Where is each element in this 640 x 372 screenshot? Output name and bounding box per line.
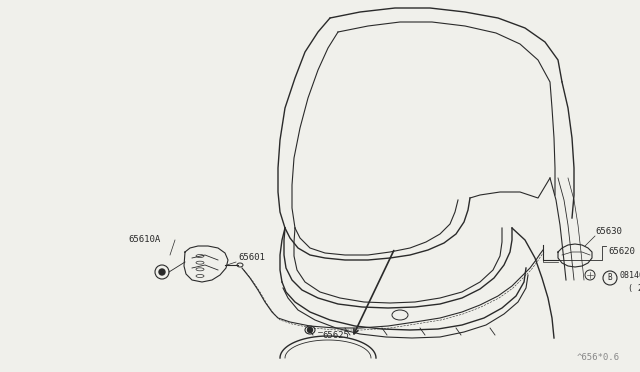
Text: 65630: 65630 (595, 228, 622, 237)
Text: ( 2 ): ( 2 ) (628, 283, 640, 292)
Text: B: B (608, 273, 612, 282)
Circle shape (585, 270, 595, 280)
Circle shape (307, 327, 312, 333)
Text: 65610A: 65610A (128, 235, 160, 244)
Text: 65625: 65625 (322, 330, 349, 340)
Circle shape (159, 269, 165, 275)
Circle shape (155, 265, 169, 279)
Circle shape (603, 271, 617, 285)
Ellipse shape (305, 326, 315, 334)
Text: 65601: 65601 (238, 253, 265, 263)
Text: ^656*0.6: ^656*0.6 (577, 353, 620, 362)
Text: 65620: 65620 (608, 247, 635, 257)
Text: 08146-6162G: 08146-6162G (620, 272, 640, 280)
